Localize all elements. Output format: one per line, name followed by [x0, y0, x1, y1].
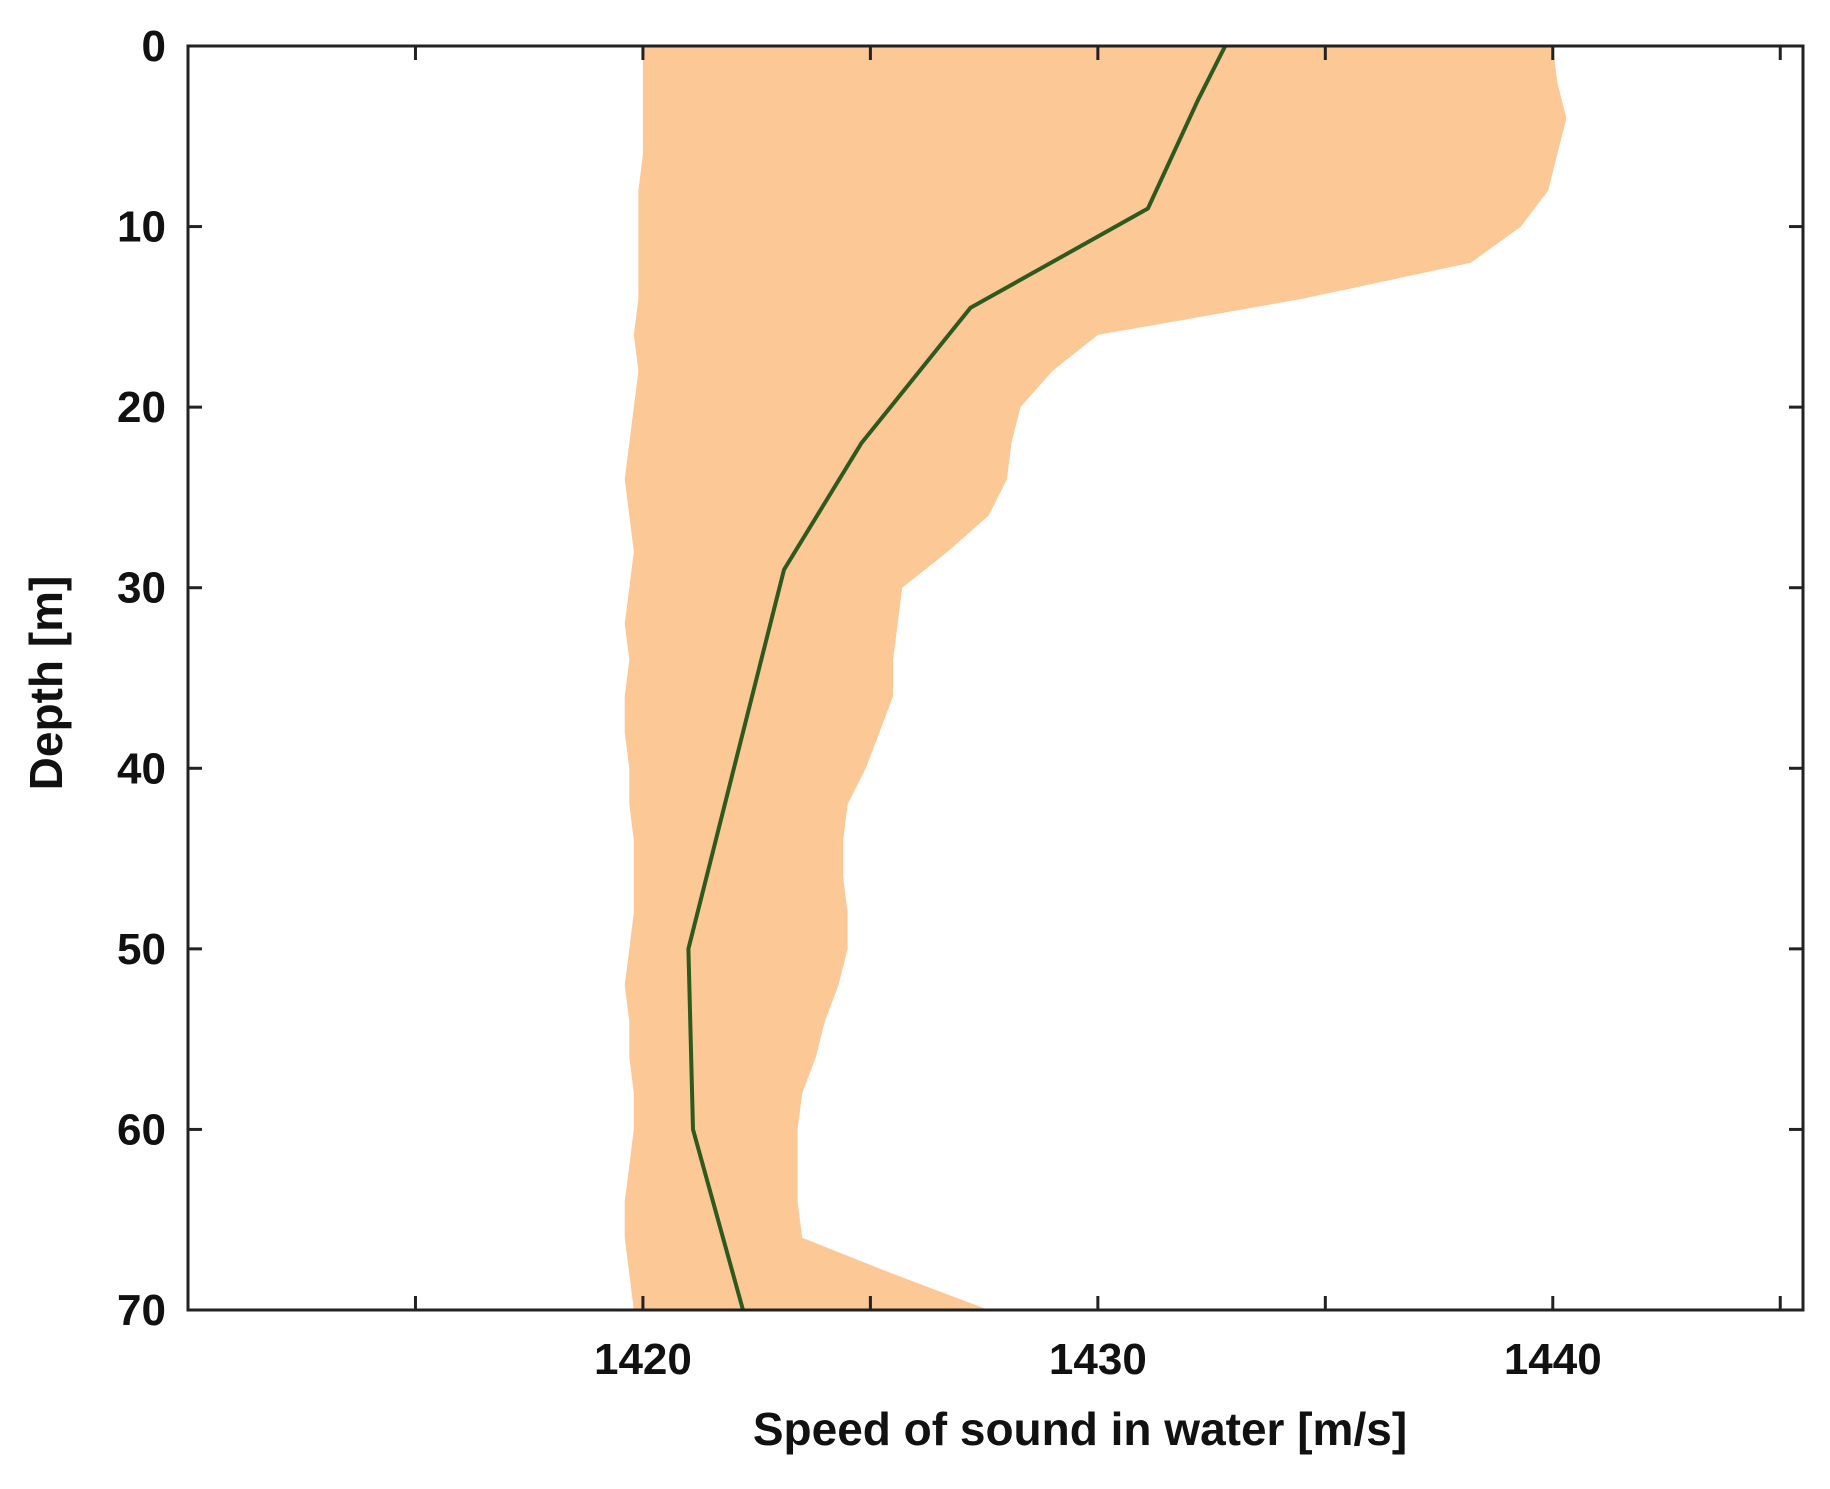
y-tick-label: 0: [142, 22, 166, 71]
x-tick-label: 1430: [1049, 1335, 1147, 1384]
y-tick-label: 40: [117, 744, 166, 793]
plot-area: [625, 46, 1567, 1310]
x-tick-label: 1440: [1504, 1335, 1602, 1384]
x-tick-label: 1420: [594, 1335, 692, 1384]
y-tick-label: 10: [117, 203, 166, 252]
x-axis-label: Speed of sound in water [m/s]: [753, 1403, 1407, 1455]
y-tick-label: 20: [117, 383, 166, 432]
y-tick-label: 70: [117, 1286, 166, 1335]
y-tick-label: 30: [117, 564, 166, 613]
plot-inner: [625, 46, 1567, 1310]
y-tick-label: 60: [117, 1105, 166, 1154]
y-axis-label: Depth [m]: [20, 576, 72, 791]
y-tick-label: 50: [117, 925, 166, 974]
